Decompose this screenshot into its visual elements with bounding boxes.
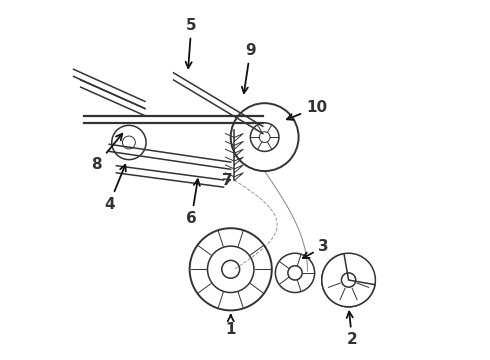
Text: 3: 3 xyxy=(303,239,329,258)
Text: 4: 4 xyxy=(104,165,126,212)
Text: 10: 10 xyxy=(287,100,327,120)
Text: 1: 1 xyxy=(225,315,236,337)
Wedge shape xyxy=(322,254,375,307)
Text: 5: 5 xyxy=(186,18,196,68)
Text: 7: 7 xyxy=(222,174,232,188)
Text: 9: 9 xyxy=(242,43,256,93)
Text: 8: 8 xyxy=(92,134,122,172)
Text: 6: 6 xyxy=(186,179,200,226)
Text: 2: 2 xyxy=(347,312,358,347)
